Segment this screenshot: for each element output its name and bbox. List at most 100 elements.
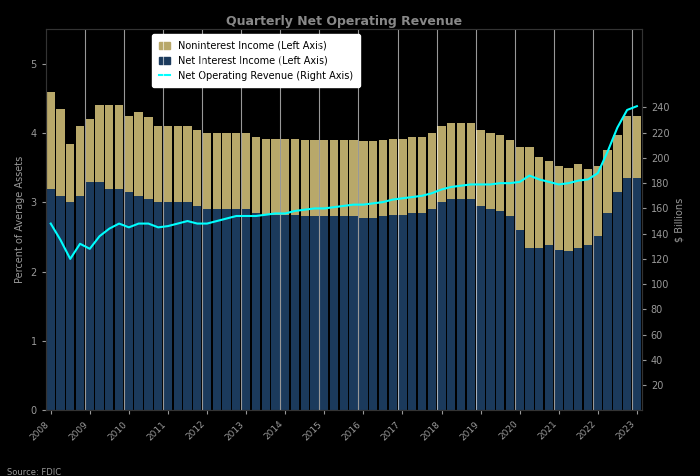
Bar [505,140,514,216]
Bar [594,167,602,236]
Bar [262,215,270,410]
Bar [428,133,436,209]
Bar [584,169,592,246]
Bar [154,202,162,410]
Bar [134,112,143,196]
Bar [564,251,573,410]
Bar [281,215,289,410]
Bar [379,216,387,410]
Bar [232,209,241,410]
Bar [272,215,279,410]
Bar [623,178,631,410]
Bar [242,133,251,209]
Bar [467,199,475,410]
Bar [300,216,309,410]
Bar [525,248,533,410]
Bar [574,164,582,248]
Bar [330,216,338,410]
Bar [418,137,426,213]
Bar [66,144,74,202]
Bar [213,133,221,209]
Y-axis label: $ Billions: $ Billions [675,198,685,242]
Bar [47,188,55,410]
Bar [438,126,446,202]
Bar [223,209,231,410]
Bar [340,140,348,216]
Bar [232,133,241,209]
Bar [174,202,182,410]
Text: Source: FDIC: Source: FDIC [7,468,61,476]
Bar [349,216,358,410]
Bar [85,119,94,182]
Bar [574,248,582,410]
Bar [584,246,592,410]
Bar [320,216,328,410]
Bar [85,182,94,410]
Bar [515,147,524,230]
Legend: Noninterest Income (Left Axis), Net Interest Income (Left Axis), Net Operating R: Noninterest Income (Left Axis), Net Inte… [152,34,360,88]
Bar [281,139,289,215]
Bar [369,141,377,218]
Bar [613,192,622,410]
Bar [340,216,348,410]
Bar [125,192,133,410]
Bar [398,215,407,410]
Bar [76,196,84,410]
Bar [603,213,612,410]
Bar [623,116,631,178]
Bar [389,139,397,215]
Bar [95,105,104,182]
Bar [447,123,456,199]
Bar [262,139,270,215]
Bar [56,196,64,410]
Bar [76,126,84,196]
Bar [310,140,319,216]
Bar [154,126,162,202]
Bar [47,91,55,188]
Bar [242,209,251,410]
Bar [203,133,211,209]
Bar [134,196,143,410]
Bar [183,126,192,202]
Bar [633,116,641,178]
Bar [467,123,475,199]
Bar [310,216,319,410]
Bar [144,199,153,410]
Bar [290,215,299,410]
Bar [408,213,416,410]
Bar [66,202,74,410]
Bar [164,126,172,202]
Bar [564,168,573,251]
Bar [535,248,543,410]
Title: Quarterly Net Operating Revenue: Quarterly Net Operating Revenue [225,15,462,28]
Bar [505,216,514,410]
Bar [300,140,309,216]
Bar [545,161,553,246]
Bar [457,123,466,199]
Bar [447,199,456,410]
Bar [545,246,553,410]
Bar [525,147,533,248]
Bar [213,209,221,410]
Bar [164,202,172,410]
Bar [389,215,397,410]
Bar [272,139,279,215]
Bar [633,178,641,410]
Bar [105,188,113,410]
Bar [428,209,436,410]
Y-axis label: Percent of Average Assets: Percent of Average Assets [15,156,25,283]
Bar [486,133,494,209]
Bar [369,218,377,410]
Bar [223,133,231,209]
Bar [290,139,299,215]
Bar [115,105,123,188]
Bar [438,202,446,410]
Bar [554,167,563,249]
Bar [535,158,543,248]
Bar [144,117,153,199]
Bar [496,211,504,410]
Bar [193,206,202,410]
Bar [594,236,602,410]
Bar [330,140,338,216]
Bar [193,129,202,206]
